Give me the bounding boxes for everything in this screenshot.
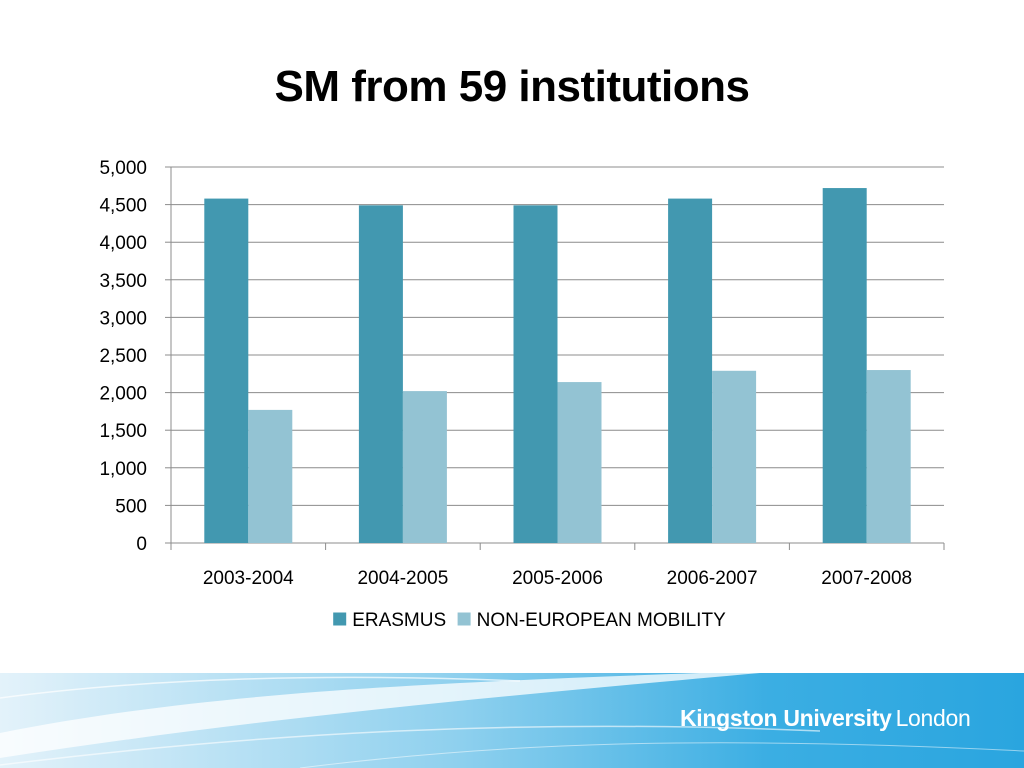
bar-chart: 0 500 1,000 1,500 2,000 2,500 3,000 3,500 4,000 4… [99, 158, 945, 631]
legend-swatch-non-european-mobility [457, 612, 471, 626]
bar-erasmus [513, 205, 558, 544]
bar-non-european-mobility [557, 382, 602, 543]
bar-non-european-mobility [712, 370, 757, 543]
x-tick-label: 2007-2008 [821, 568, 912, 589]
brand-name: Kingston University [680, 705, 892, 731]
legend-label-erasmus: ERASMUS [352, 610, 446, 631]
y-tick-label: 2,000 [99, 384, 147, 405]
x-tick-label: 2004-2005 [357, 568, 448, 589]
legend-label-non-european-mobility: NON-EUROPEAN MOBILITY [477, 610, 726, 631]
y-tick-label: 500 [115, 496, 147, 517]
y-tick-label: 2,500 [99, 346, 147, 367]
y-tick-labels: 0 500 1,000 1,500 2,000 2,500 3,000 3,500 4,000 4… [99, 158, 147, 555]
y-tick-label: 3,500 [99, 271, 147, 292]
x-tick-label: 2005-2006 [512, 568, 603, 589]
y-tick-label: 0 [136, 534, 147, 555]
footer-wave-band [0, 673, 1024, 768]
y-tick-label: 3,000 [99, 308, 147, 329]
y-tick-label: 5,000 [99, 158, 147, 179]
bar-erasmus [822, 188, 867, 543]
kingston-university-logo: Kingston University London [680, 705, 971, 732]
y-tick-label: 1,500 [99, 421, 147, 442]
legend-swatch-erasmus [333, 612, 347, 626]
y-tick-label: 4,000 [99, 233, 147, 254]
x-tick-label: 2003-2004 [203, 568, 294, 589]
x-tick-label: 2006-2007 [667, 568, 758, 589]
legend: ERASMUS NON-EUROPEAN MOBILITY [333, 610, 726, 631]
y-tick-label: 4,500 [99, 196, 147, 217]
slide-title: SM from 59 institutions [274, 62, 750, 111]
brand-city: London [895, 705, 971, 731]
bar-erasmus [204, 198, 249, 544]
bar-non-european-mobility [866, 370, 911, 543]
bar-non-european-mobility [402, 391, 447, 543]
bars [204, 188, 911, 544]
bar-non-european-mobility [248, 409, 293, 543]
bar-erasmus [668, 198, 713, 544]
bar-erasmus [358, 205, 403, 544]
x-tick-labels: 2003-2004 2004-2005 2005-2006 2006-2007 2007… [203, 568, 912, 589]
y-tick-label: 1,000 [99, 459, 147, 480]
